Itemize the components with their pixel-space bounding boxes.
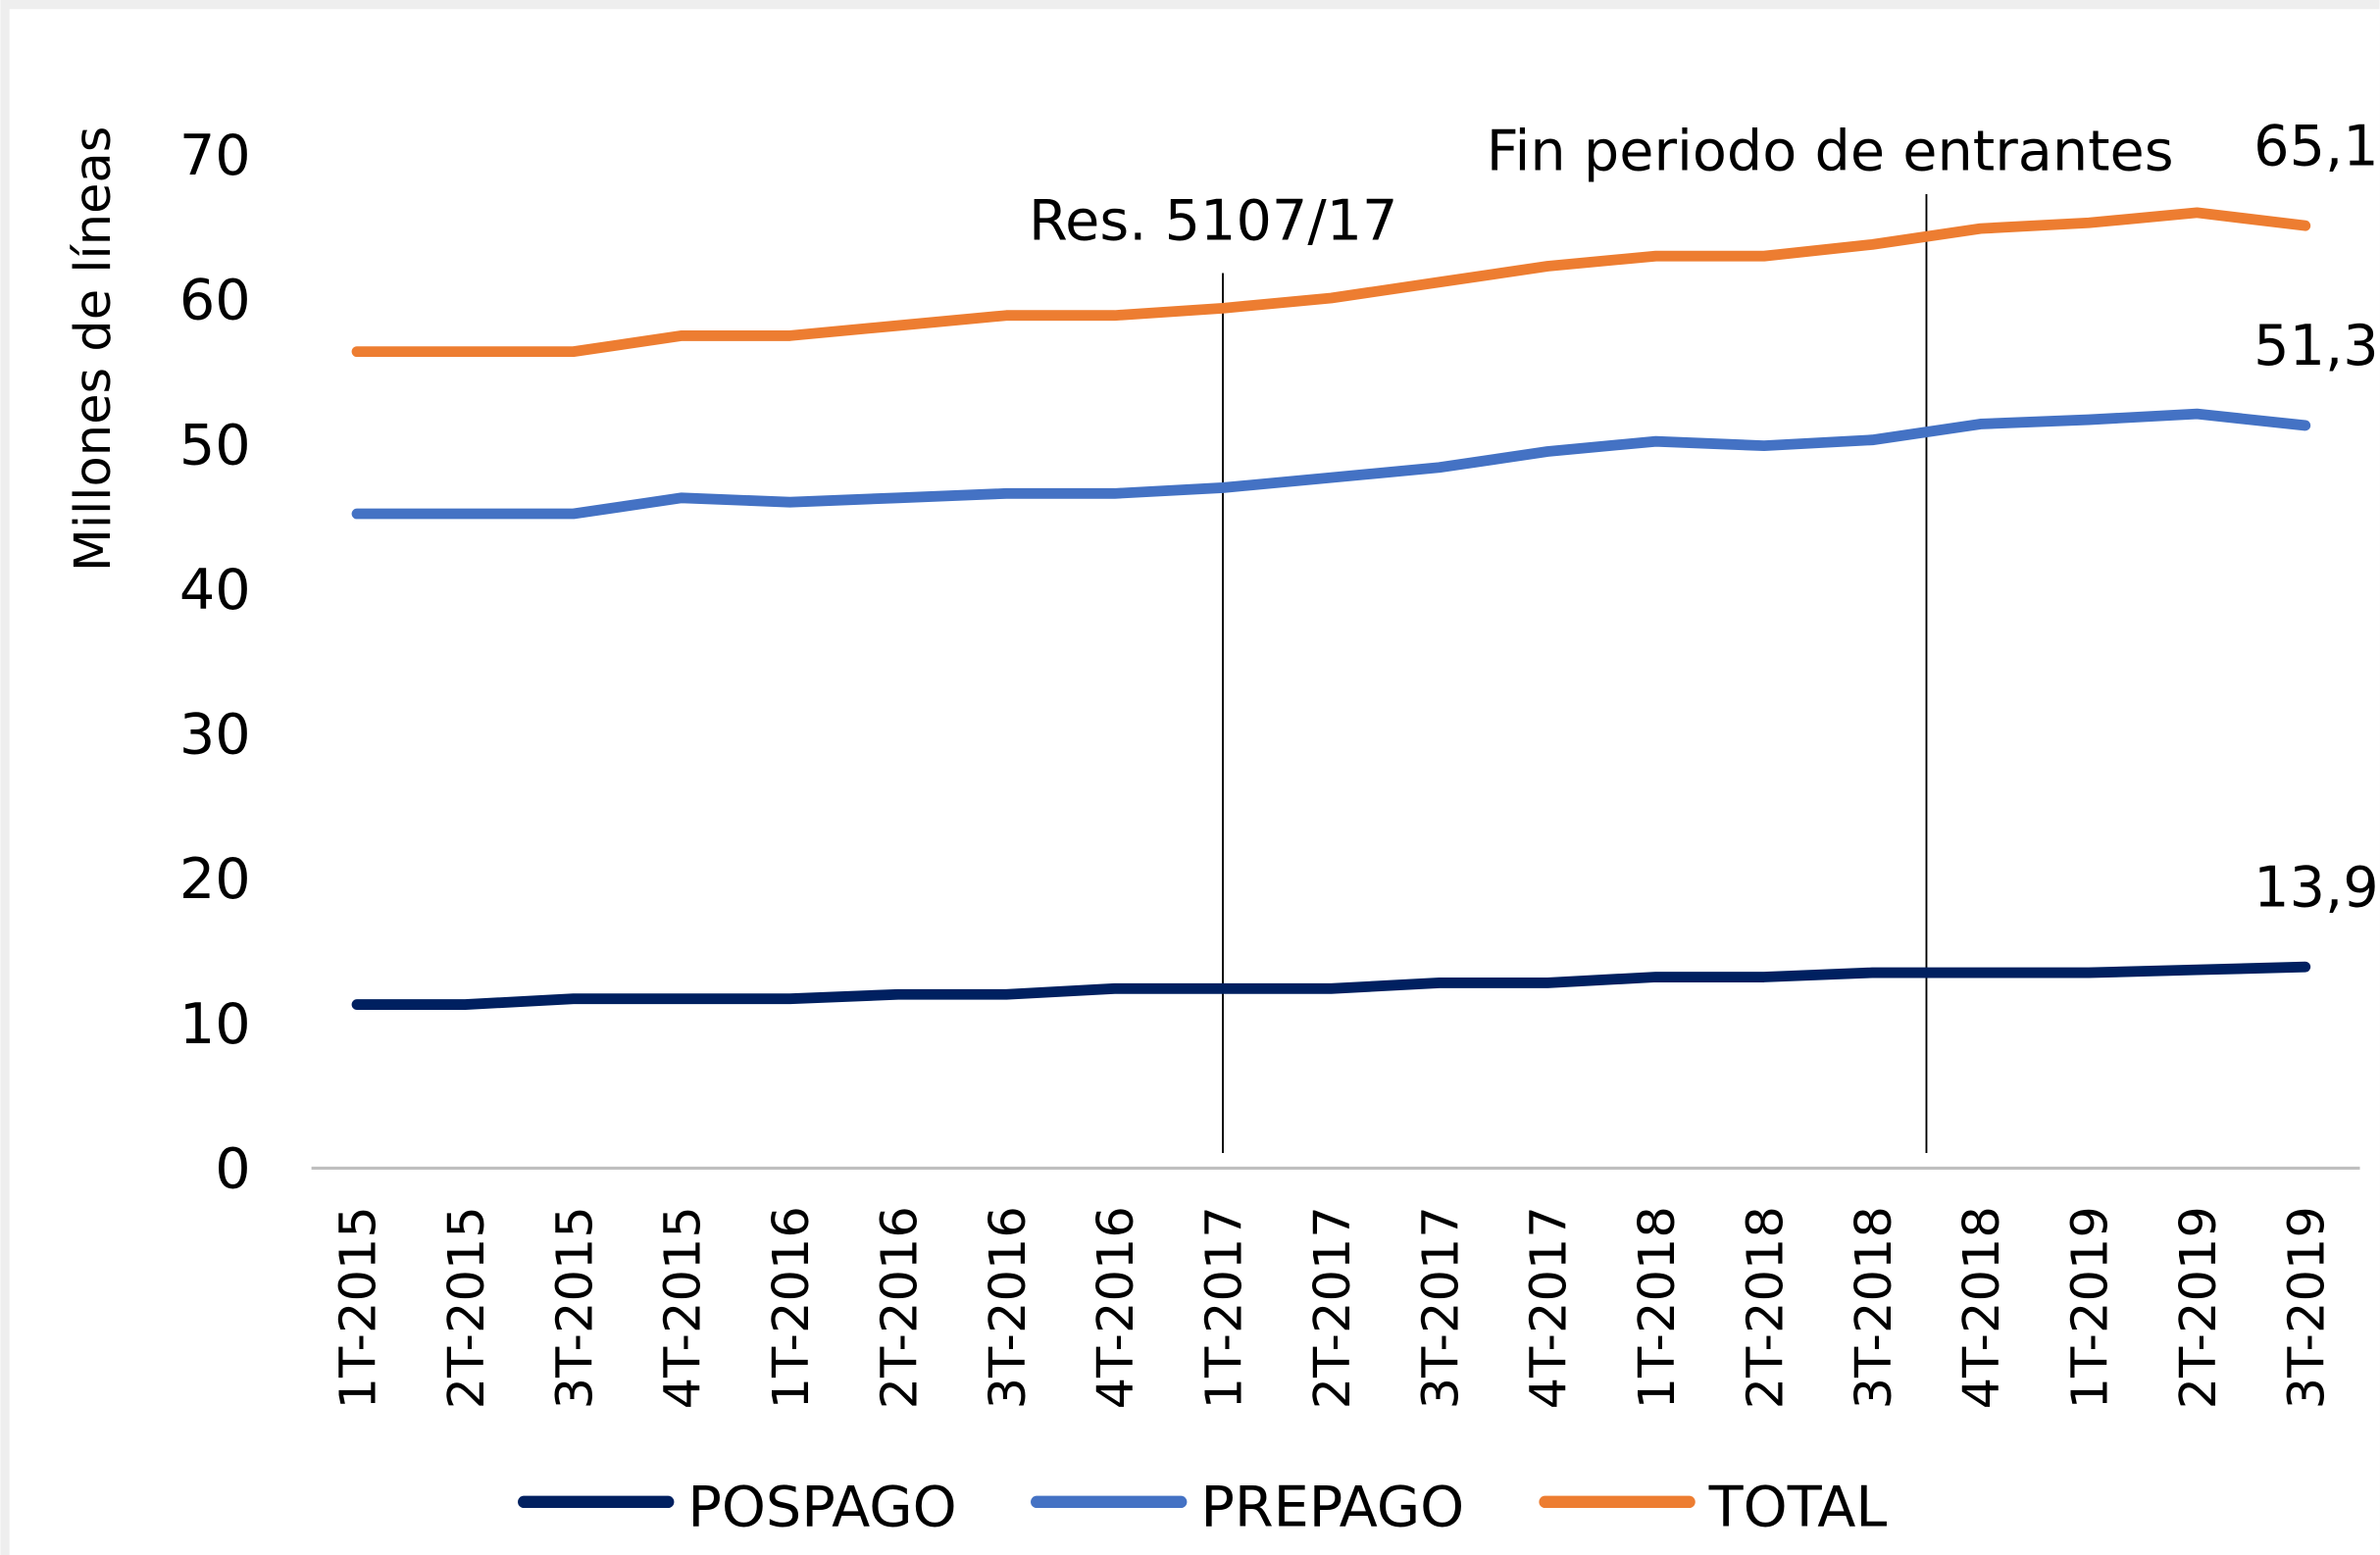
x-tick-label: 2T-2015	[438, 1206, 496, 1409]
x-tick-label: 4T-2017	[1521, 1206, 1579, 1409]
y-tick-label: 60	[179, 268, 251, 333]
annotation-text: Fin periodo de entrantes	[1487, 118, 2174, 183]
x-tick-label: 3T-2017	[1412, 1206, 1470, 1409]
x-tick-label: 2T-2017	[1304, 1206, 1362, 1409]
series-line	[351, 207, 2311, 358]
series-line	[351, 408, 2311, 520]
legend-label: TOTAL	[1708, 1475, 1888, 1540]
x-tick-label: 2T-2019	[2170, 1206, 2228, 1409]
x-tick-label: 1T-2017	[1196, 1206, 1254, 1409]
y-tick-label: 50	[179, 412, 251, 477]
value-label: 65,1	[2253, 113, 2378, 178]
x-tick-label: 4T-2015	[655, 1206, 713, 1409]
chart-area	[9, 9, 2380, 1555]
y-tick-label: 70	[179, 123, 251, 188]
y-tick-label: 30	[179, 702, 251, 768]
x-tick-label: 1T-2018	[1629, 1206, 1687, 1409]
value-label: 51,3	[2253, 313, 2378, 378]
series-line	[351, 961, 2311, 1010]
x-tick-label: 4T-2018	[1953, 1206, 2011, 1409]
y-axis-label: Millones de líneas	[65, 126, 123, 572]
x-tick-label: 3T-2018	[1846, 1206, 1903, 1409]
x-tick-label: 1T-2015	[330, 1206, 388, 1409]
legend-label: PREPAGO	[1200, 1475, 1464, 1540]
x-tick-label: 4T-2016	[1088, 1206, 1145, 1409]
x-tick-label: 1T-2016	[763, 1206, 821, 1409]
x-tick-label: 1T-2019	[2062, 1206, 2120, 1409]
x-tick-label: 3T-2015	[546, 1206, 604, 1409]
y-tick-label: 0	[215, 1136, 250, 1202]
x-tick-label: 3T-2016	[980, 1206, 1038, 1409]
annotation-text: Res. 5107/17	[1029, 187, 1398, 253]
y-tick-label: 10	[179, 991, 251, 1057]
value-label: 13,9	[2253, 854, 2378, 920]
y-tick-label: 20	[179, 846, 251, 912]
x-tick-label: 3T-2019	[2278, 1206, 2336, 1409]
legend-label: POSPAGO	[687, 1475, 956, 1540]
x-tick-label: 2T-2016	[871, 1206, 929, 1409]
y-tick-label: 40	[179, 557, 251, 623]
x-tick-label: 2T-2018	[1737, 1206, 1795, 1409]
